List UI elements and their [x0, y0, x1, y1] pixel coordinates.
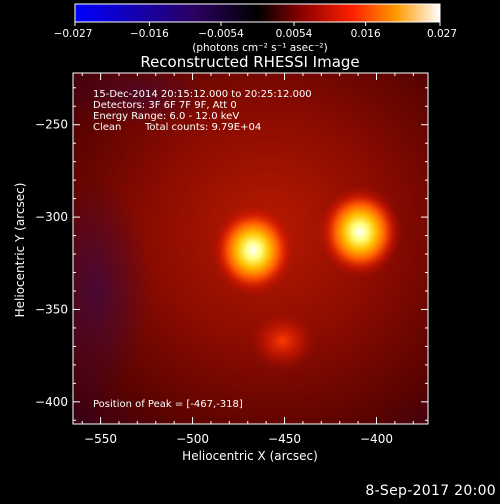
annotation-detectors: Detectors: 3F 6F 7F 9F, Att 0 [93, 100, 237, 111]
x-tick-label: −450 [268, 432, 301, 446]
plot-frame [72, 72, 429, 425]
emission-source-1 [211, 204, 296, 297]
annotation-energy-range: Energy Range: 6.0 - 12.0 keV [93, 111, 239, 122]
chart-title: Reconstructed RHESSI Image [140, 53, 359, 71]
emission-source-2 [317, 185, 402, 278]
colorbar-tick-label: 0.016 [351, 28, 381, 40]
x-tick-label: −500 [176, 432, 209, 446]
heatmap-image [73, 73, 428, 424]
colorbar-tick-label: −0.027 [54, 28, 93, 40]
y-axis-label: Heliocentric Y (arcsec) [13, 183, 27, 318]
date-stamp: 8-Sep-2017 20:00 [365, 483, 496, 499]
emission-source-3 [248, 310, 317, 371]
axis-ticks: −550 −500 −450 −400 −250 −300 −350 −400 [35, 73, 428, 446]
y-tick-label: −300 [35, 210, 68, 224]
colorbar-tick-label: 0.0054 [276, 28, 313, 40]
annotation-peak-position: Position of Peak = [-467,-318] [93, 399, 243, 410]
colorbar-unit-label: (photons cm⁻² s⁻¹ asec⁻²) [192, 42, 327, 54]
colorbar-tick-label: −0.0054 [198, 28, 244, 40]
colorbar [74, 3, 441, 23]
colorbar-tick-label: 0.027 [427, 28, 457, 40]
x-axis-label: Heliocentric X (arcsec) [182, 449, 318, 463]
annotation-total-counts: Total counts: 9.79E+04 [144, 122, 261, 133]
y-tick-label: −350 [35, 302, 68, 316]
colorbar-tick-label: −0.016 [130, 28, 169, 40]
y-tick-label: −250 [35, 118, 68, 132]
y-tick-label: −400 [35, 395, 68, 409]
annotation-time-range: 15-Dec-2014 20:15:12.000 to 20:25:12.000 [93, 89, 312, 100]
x-tick-label: −400 [360, 432, 393, 446]
annotation-method: Clean [93, 122, 121, 133]
x-tick-label: −550 [84, 432, 117, 446]
colorbar-ticks: −0.027 −0.016 −0.0054 0.0054 0.016 0.027 [54, 22, 457, 40]
